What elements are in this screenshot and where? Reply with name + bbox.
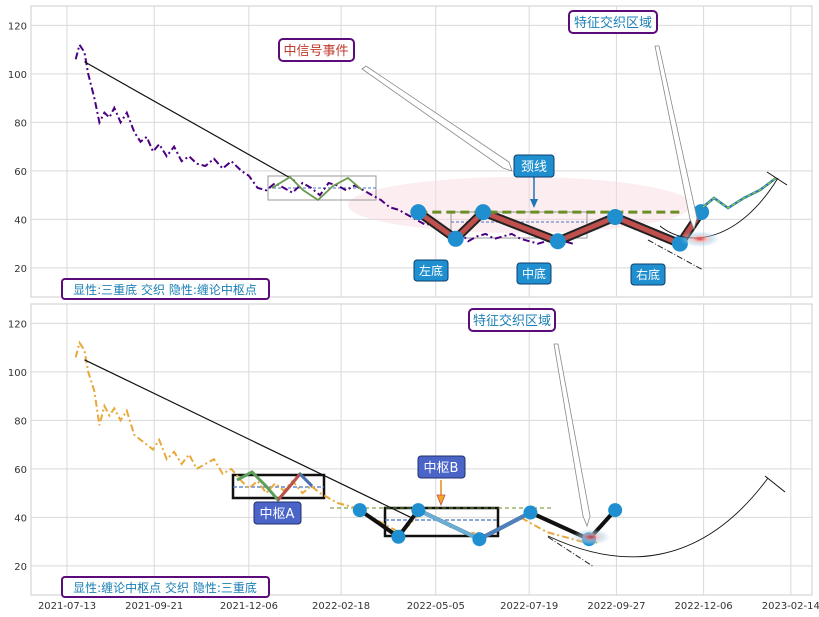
y-tick-label: 60 (14, 465, 27, 476)
top-y-tick-labels: 20 40 60 80 100 120 (8, 21, 27, 275)
bottom-projection-cap (764, 475, 786, 493)
svg-text:左底: 左底 (419, 263, 443, 278)
y-tick-label: 20 (14, 562, 27, 573)
x-tick-label: 2021-09-21 (125, 601, 183, 612)
svg-text:显性:缠论中枢点 交织 隐性:三重底: 显性:缠论中枢点 交织 隐性:三重底 (73, 580, 257, 595)
pivot-point (352, 503, 367, 518)
svg-text:中底: 中底 (522, 266, 546, 281)
top-focus-blob (680, 231, 720, 247)
x-tick-label: 2022-02-18 (312, 601, 370, 612)
top-mid-bottom-label: 中底 (516, 262, 552, 285)
bottom-y-tick-labels: 20 40 60 80 100 120 (8, 319, 27, 573)
svg-text:中信号事件: 中信号事件 (283, 44, 348, 59)
pivot-a-segment-blue (298, 472, 314, 488)
bottom-plot-frame (30, 303, 813, 596)
svg-text:中枢B: 中枢B (424, 461, 459, 476)
top-event-arrow (361, 65, 513, 172)
top-grid (31, 6, 812, 297)
x-tick-label: 2021-12-06 (220, 601, 278, 612)
y-tick-label: 120 (8, 319, 27, 330)
pivot-point (447, 230, 464, 247)
top-projection-arc (659, 177, 779, 239)
top-neckline-label: 颈线 (513, 154, 555, 178)
x-tick-label: 2022-09-27 (587, 601, 645, 612)
pivot-point (549, 233, 566, 250)
top-right-bottom-label: 右底 (630, 263, 666, 286)
bottom-zone-arrow (553, 343, 591, 528)
svg-text:特征交织区域: 特征交织区域 (574, 15, 652, 31)
bottom-projection-arc (547, 477, 769, 558)
top-zone-arrow (654, 45, 698, 231)
top-plot-frame (30, 5, 813, 298)
pivot-point (608, 503, 623, 518)
y-tick-label: 100 (8, 70, 27, 81)
top-projection-cap (766, 171, 788, 186)
pivot-b-label: 中枢B (417, 455, 466, 479)
bottom-legend-label: 显性:缠论中枢点 交织 隐性:三重底 (61, 576, 270, 598)
x-tick-label: 2022-12-06 (675, 601, 733, 612)
svg-text:中枢A: 中枢A (260, 507, 295, 522)
x-tick-label: 2022-07-19 (500, 601, 558, 612)
pivot-point (523, 505, 538, 520)
pivot-a-segment-red (276, 473, 302, 501)
x-tick-label: 2022-05-05 (407, 601, 465, 612)
x-tick-label: 2023-02-14 (762, 601, 819, 612)
x-tick-label: 2021-07-13 (38, 601, 96, 612)
top-panel: 20 40 60 80 100 120 中信号事件 (8, 5, 813, 300)
price-line (74, 340, 600, 545)
y-tick-label: 40 (14, 513, 27, 524)
pivot-b-box (383, 506, 500, 538)
top-forecast-path (702, 177, 777, 210)
pivot-b-arrowhead (436, 494, 446, 507)
top-left-bottom-label: 左底 (413, 259, 449, 282)
top-trendline (84, 61, 296, 182)
bottom-trendline (84, 359, 412, 518)
y-tick-label: 100 (8, 368, 27, 379)
pivot-point (472, 532, 487, 547)
bottom-focus-blob (572, 529, 610, 545)
bottom-projection-down (547, 536, 595, 568)
top-projection-down (647, 239, 704, 271)
pattern-segment (417, 508, 481, 542)
bottom-zone-label: 特征交织区域 (468, 308, 556, 332)
price-line (74, 42, 574, 245)
top-zone-label: 特征交织区域 (568, 10, 658, 34)
y-tick-label: 80 (14, 118, 27, 129)
y-tick-label: 80 (14, 416, 27, 427)
top-neck-arrowhead (530, 199, 538, 208)
top-pivot-points (410, 204, 710, 252)
bottom-x-tick-labels: 2021-07-13 2021-09-21 2021-12-06 2022-02-18… (38, 601, 819, 612)
pivot-a-label: 中枢A (253, 501, 302, 525)
pivot-point (391, 529, 406, 544)
svg-text:显性:三重底 交织 隐性:缠论中枢点: 显性:三重底 交织 隐性:缠论中枢点 (73, 282, 257, 297)
top-event-label: 中信号事件 (278, 38, 355, 62)
y-tick-label: 40 (14, 215, 27, 226)
pattern-segment (478, 510, 532, 541)
top-legend-label: 显性:三重底 交织 隐性:缠论中枢点 (61, 278, 270, 300)
top-inner-segments (271, 175, 363, 202)
svg-text:右底: 右底 (636, 267, 660, 282)
pivot-point (475, 204, 492, 221)
pivot-point (410, 204, 427, 221)
pivot-point (693, 204, 710, 221)
svg-text:颈线: 颈线 (521, 160, 547, 175)
svg-text:特征交织区域: 特征交织区域 (473, 313, 551, 329)
pivot-point (607, 208, 624, 225)
y-tick-label: 60 (14, 167, 27, 178)
pivot-point (411, 503, 426, 518)
bottom-price-series (74, 340, 600, 545)
y-tick-label: 20 (14, 264, 27, 275)
top-price-series (74, 42, 574, 245)
y-tick-label: 120 (8, 21, 27, 32)
